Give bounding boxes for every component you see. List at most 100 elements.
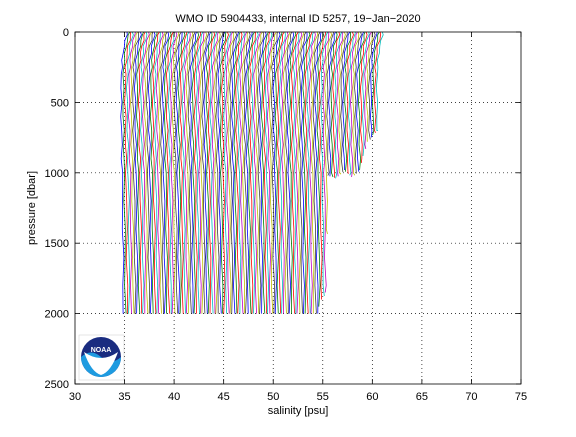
profile-line — [296, 31, 305, 314]
axis-ticks — [74, 31, 522, 385]
profile-line — [128, 31, 136, 314]
profile-line — [367, 31, 376, 140]
profile-line — [352, 31, 360, 176]
y-tick-label: 2500 — [45, 379, 69, 391]
profile-line — [336, 31, 344, 177]
profile-line — [282, 31, 291, 314]
y-tick-label: 1000 — [45, 168, 69, 180]
profile-line — [288, 31, 297, 314]
profile-line — [270, 31, 278, 314]
profile-line — [249, 31, 256, 314]
profile-line — [219, 31, 227, 314]
profile-line — [308, 31, 316, 314]
profile-line — [233, 31, 241, 314]
profile-line — [369, 31, 378, 138]
profile-line — [195, 31, 204, 314]
profile-line — [280, 31, 289, 314]
x-tick-labels: 30 35 40 45 50 55 60 65 70 75 — [69, 391, 527, 403]
profile-line — [223, 31, 231, 314]
profile-line — [261, 31, 269, 314]
profile-line — [173, 31, 182, 314]
profile-line — [155, 31, 164, 314]
y-tick-label: 500 — [51, 97, 69, 109]
profile-line — [133, 31, 142, 314]
profile-line — [201, 31, 210, 314]
profile-line — [276, 31, 285, 314]
profile-line — [154, 32, 161, 314]
profile-line — [197, 31, 205, 314]
profile-line — [122, 31, 131, 314]
profile-line — [175, 31, 183, 314]
profile-line — [364, 31, 372, 149]
profile-line — [374, 31, 381, 133]
profile-line — [306, 31, 315, 314]
profile-line — [227, 31, 235, 314]
profile-line — [221, 31, 229, 314]
x-tick-label: 75 — [515, 391, 527, 403]
profile-line — [193, 31, 202, 314]
profile-line — [142, 31, 150, 314]
profile-line — [252, 31, 261, 314]
profile-line — [292, 31, 300, 314]
profile-line — [290, 31, 299, 314]
profile-line — [330, 31, 338, 178]
profile-line — [375, 31, 384, 131]
profile-line — [136, 31, 144, 314]
profile-line — [326, 31, 335, 176]
profile-line — [147, 31, 156, 314]
profile-line — [167, 31, 175, 314]
profile-line — [354, 31, 362, 174]
x-tick-label: 65 — [416, 391, 428, 403]
profile-line — [120, 31, 128, 314]
profile-line — [314, 31, 322, 314]
profile-line — [151, 31, 160, 314]
profile-line — [334, 31, 343, 179]
y-axis-label: pressure [dbar] — [26, 171, 38, 245]
profile-line — [302, 31, 311, 314]
profile-line — [371, 31, 380, 136]
profile-line — [211, 31, 219, 314]
profile-line — [247, 31, 255, 314]
profile-line — [199, 31, 208, 314]
profile-line — [144, 31, 152, 314]
profile-line — [269, 31, 277, 314]
profile-line — [262, 31, 271, 314]
profile-line — [157, 31, 166, 314]
profile-line — [338, 31, 346, 175]
profile-line — [264, 31, 273, 314]
x-tick-label: 30 — [69, 391, 81, 403]
profile-line — [300, 31, 308, 314]
noaa-logo-bird — [84, 352, 118, 375]
profile-line — [203, 31, 212, 314]
x-tick-label: 55 — [317, 391, 329, 403]
profile-line — [357, 31, 366, 171]
profile-line — [312, 31, 321, 314]
profile-line — [245, 31, 253, 314]
profile-line — [215, 31, 223, 314]
profile-line — [225, 31, 234, 314]
profile-line — [284, 31, 293, 314]
profile-line — [250, 31, 259, 314]
profile-line — [365, 31, 373, 142]
profile-line — [242, 31, 251, 314]
noaa-logo-text: NOAA — [91, 347, 112, 354]
profile-line — [344, 31, 352, 172]
profile-line — [316, 31, 325, 307]
profile-line — [254, 31, 263, 314]
noaa-logo: NOAA — [78, 334, 125, 381]
profile-line — [356, 31, 365, 172]
y-tick-label: 1500 — [45, 238, 69, 250]
profile-line — [145, 31, 154, 314]
profile-line — [237, 31, 245, 314]
profile-line — [328, 31, 336, 177]
profile-line — [177, 31, 186, 314]
profile-line — [318, 31, 326, 300]
profile-line — [169, 31, 178, 314]
profile-line — [125, 31, 134, 314]
profile-line — [257, 31, 265, 314]
profile-line — [189, 31, 197, 314]
profile-lines — [120, 31, 384, 314]
profile-line — [205, 31, 213, 314]
x-tick-label: 60 — [366, 391, 378, 403]
